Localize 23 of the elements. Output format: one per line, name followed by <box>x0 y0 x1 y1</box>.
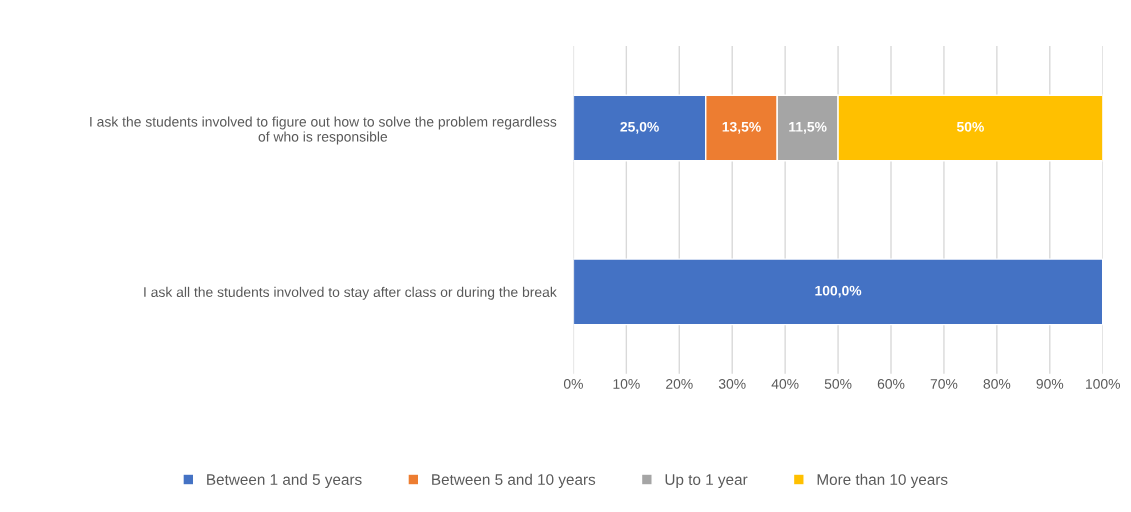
x-tick-label: 20% <box>666 378 693 389</box>
x-tick-label: 100% <box>1086 378 1120 389</box>
x-tick-label: 90% <box>1036 378 1064 389</box>
legend-label: Between 1 and 5 years <box>207 473 362 489</box>
legend-label: Up to 1 year <box>665 474 748 489</box>
data-label: 13,5% <box>722 121 761 134</box>
y-tick-label: I ask all the students involved to stay after class or during the break <box>144 286 557 300</box>
x-tick-label: 30% <box>718 378 746 389</box>
x-tick-label: 40% <box>771 378 799 389</box>
legend-label: More than 10 years <box>817 473 948 489</box>
x-tick-label: 80% <box>983 378 1011 389</box>
x-tick-label: 50% <box>824 378 852 389</box>
x-tick-label: 10% <box>613 378 640 389</box>
x-tick-label: 0% <box>563 378 583 389</box>
bar <box>573 258 1103 326</box>
data-label: 11,5% <box>789 121 827 134</box>
x-tick-label: 60% <box>877 378 905 389</box>
data-label: 100,0% <box>815 285 862 298</box>
x-tick-label: 70% <box>930 378 958 389</box>
legend-label: Between 5 and 10 years <box>432 473 596 489</box>
y-tick-label: I ask the students involved to figure out how to solve the problem regardless of who is responsible <box>90 116 557 145</box>
data-label: 25,0% <box>620 121 659 134</box>
data-label: 50% <box>956 121 984 132</box>
